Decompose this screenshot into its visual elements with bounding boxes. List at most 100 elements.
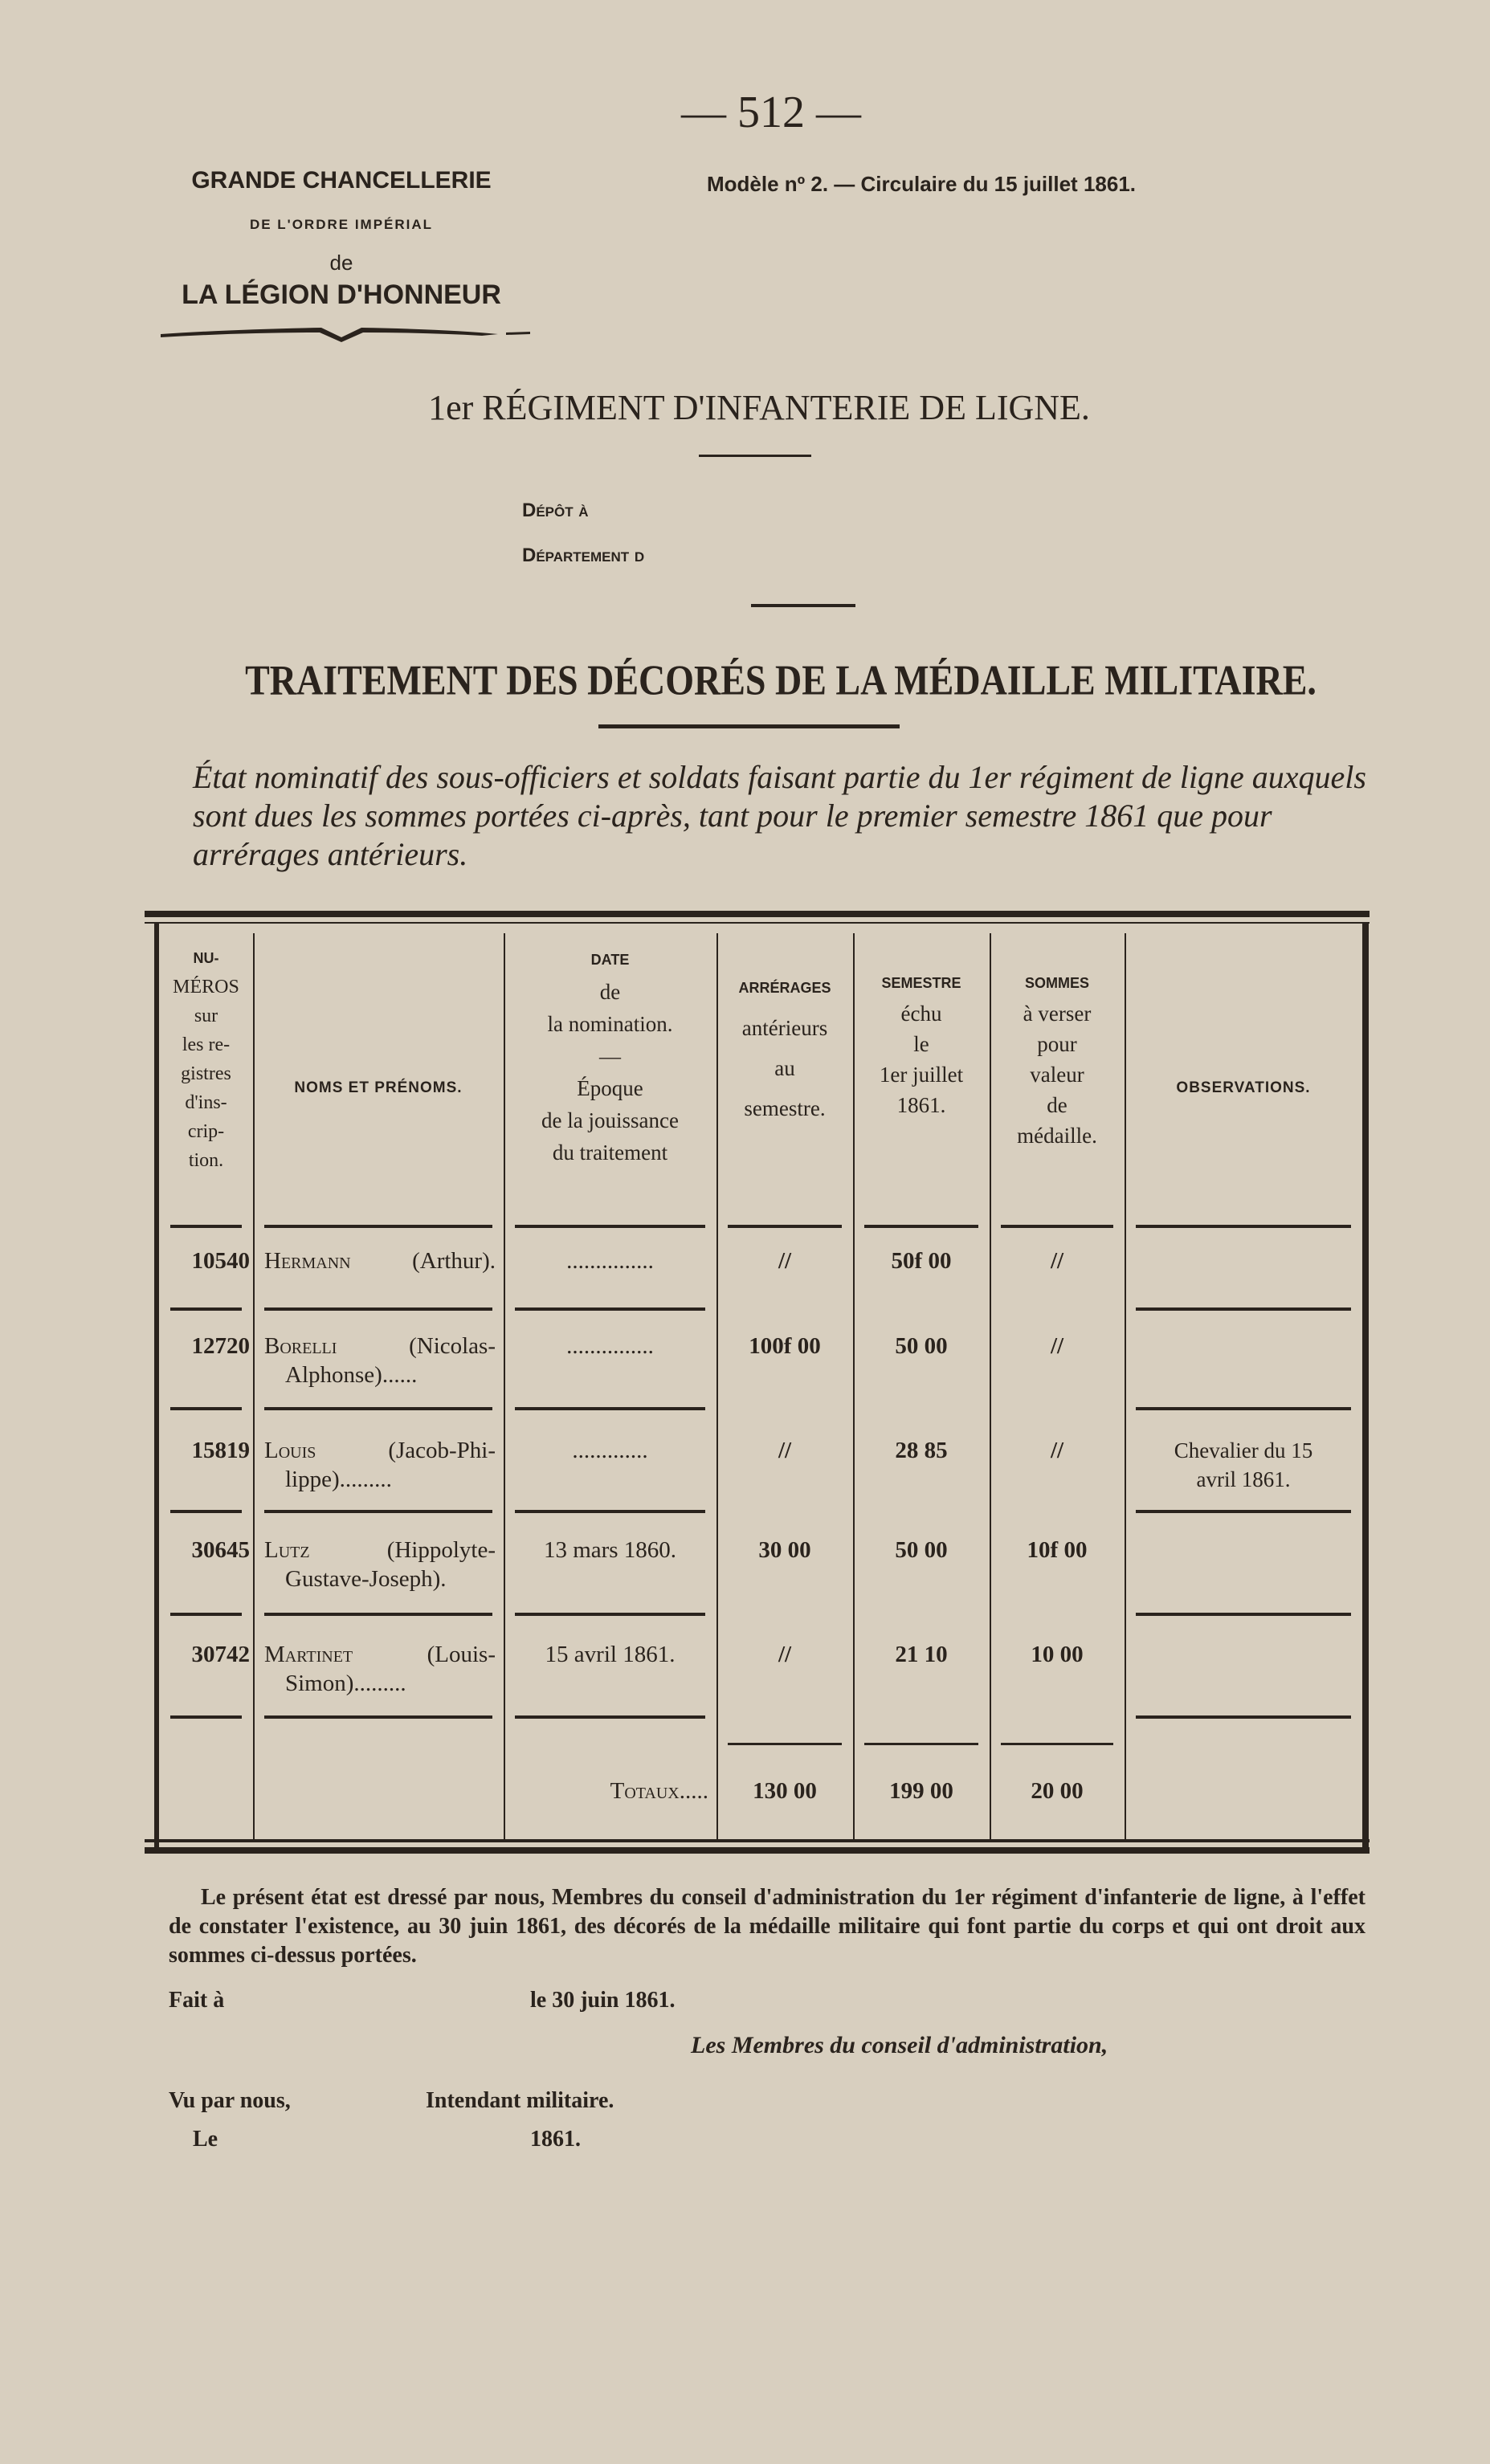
row-semestre: 28 85 [895, 1438, 948, 1463]
page-number: — 512 — [681, 88, 861, 137]
header-line: à verser [1023, 1002, 1092, 1026]
header-line: du traitement [552, 1140, 668, 1165]
cell-rule [170, 1407, 242, 1410]
header-line: de [599, 980, 621, 1004]
row-arrerages: 30 00 [758, 1537, 811, 1563]
fait-a-label: Fait à [169, 1988, 225, 2013]
row-date: 15 avril 1861. [545, 1642, 676, 1667]
vu-par-nous-label: Vu par nous, [169, 2088, 291, 2113]
row-semestre: 50 00 [895, 1333, 948, 1359]
header-line: antérieurs [741, 1016, 828, 1040]
cell-rule [1001, 1225, 1113, 1228]
row-semestre: 50f 00 [891, 1248, 952, 1274]
header-line: tion. [188, 1150, 224, 1171]
row-numero: 30742 [191, 1642, 251, 1667]
column-header: OBSERVATIONS. [1125, 1068, 1362, 1108]
row-surname: Martinet [264, 1642, 353, 1667]
model-reference: Modèle nº 2. — Circulaire du 15 juillet … [707, 172, 1137, 196]
row-numero: 30645 [191, 1537, 251, 1563]
header-line: crip- [187, 1121, 225, 1142]
cell-rule [515, 1307, 705, 1311]
header-line: NOMS ET PRÉNOMS. [294, 1079, 463, 1096]
row-numero: 12720 [191, 1333, 251, 1359]
header-line: OBSERVATIONS. [1176, 1079, 1311, 1096]
header-line: la nomination. [547, 1012, 673, 1036]
row-numero: 15819 [191, 1438, 251, 1463]
table-top-rule [145, 922, 1370, 924]
row-given-names: (Nicolas- [409, 1333, 496, 1359]
table-left-border [154, 924, 159, 1847]
row-sommes: // [1050, 1248, 1064, 1274]
ornament-rule-icon [161, 328, 530, 342]
header-line: MÉROS [173, 977, 239, 997]
header-line: les re- [182, 1034, 231, 1055]
total-semestre: 199 00 [889, 1778, 953, 1804]
cell-rule [1136, 1407, 1351, 1410]
header-line: pour [1037, 1032, 1077, 1056]
header-line: au [774, 1056, 795, 1080]
row-sommes: 10f 00 [1027, 1537, 1088, 1563]
column-divider [504, 933, 505, 1841]
total-arrerages: 130 00 [753, 1778, 817, 1804]
row-given-names-cont: Simon)......... [285, 1671, 406, 1696]
header-line: — [599, 1044, 621, 1068]
header-line: NU- [193, 950, 219, 966]
cell-rule [1136, 1225, 1351, 1228]
table-bottom-rule [145, 1847, 1370, 1854]
row-given-names-cont: lippe)......... [285, 1467, 392, 1492]
cell-rule [264, 1225, 492, 1228]
row-arrerages: 100f 00 [749, 1333, 821, 1359]
column-header: ARRÉRAGES antérieurs au semestre. [716, 968, 853, 1128]
row-surname: Borelli [264, 1333, 337, 1359]
header-line: sur [194, 1006, 218, 1026]
cell-rule [515, 1225, 705, 1228]
regiment-heading: 1er RÉGIMENT D'INFANTERIE DE LIGNE. [428, 388, 1090, 427]
column-divider [716, 933, 718, 1841]
divider [598, 724, 900, 728]
row-arrerages: // [778, 1642, 792, 1667]
cell-rule [728, 1225, 842, 1228]
column-divider [1125, 933, 1126, 1841]
cell-rule [1136, 1307, 1351, 1311]
depot-label: Dépôt à [522, 500, 589, 521]
header-line: 1861. [896, 1093, 946, 1117]
column-header: NU- MÉROS sur les re-gistres d'ins-crip-tion… [159, 944, 253, 1175]
issuer-line-2: DE L'ORDRE IMPÉRIAL [249, 217, 434, 232]
cell-rule [264, 1510, 492, 1513]
issuer-line-4: LA LÉGION D'HONNEUR [182, 279, 501, 310]
cell-rule [864, 1225, 978, 1228]
row-observations-cont: avril 1861. [1196, 1467, 1291, 1491]
le-label: Le [193, 2127, 218, 2152]
row-date: ............... [566, 1248, 654, 1274]
footer-date: le 30 juin 1861. [530, 1988, 676, 2013]
row-sommes: // [1050, 1438, 1064, 1463]
column-divider [253, 933, 255, 1841]
issuer-line-1: GRANDE CHANCELLERIE [191, 167, 492, 194]
row-surname: Louis [264, 1438, 316, 1463]
cell-rule [1136, 1613, 1351, 1616]
row-given-names: (Louis- [427, 1642, 496, 1667]
cell-rule [170, 1510, 242, 1513]
cell-rule [264, 1407, 492, 1410]
cell-rule [170, 1225, 242, 1228]
header-line: gistres [181, 1063, 231, 1084]
table-right-border [1362, 924, 1369, 1847]
column-header: SEMESTRE échu le 1er juillet 1861. [853, 968, 990, 1120]
header-line: ARRÉRAGES [738, 980, 831, 996]
row-given-names: (Arthur). [412, 1248, 496, 1274]
cell-rule [170, 1307, 242, 1311]
divider [751, 604, 855, 607]
row-arrerages: // [778, 1438, 792, 1463]
header-line: échu [900, 1002, 942, 1026]
cell-rule [1001, 1743, 1113, 1745]
header-line: 1er juillet [879, 1063, 964, 1087]
header-line: valeur [1030, 1063, 1084, 1087]
row-numero: 10540 [191, 1248, 251, 1274]
cell-rule [864, 1743, 978, 1745]
row-given-names: (Hippolyte- [386, 1537, 496, 1563]
cell-rule [264, 1613, 492, 1616]
header-line: semestre. [744, 1096, 826, 1120]
cell-rule [264, 1307, 492, 1311]
cell-rule [515, 1510, 705, 1513]
cell-rule [1136, 1510, 1351, 1513]
